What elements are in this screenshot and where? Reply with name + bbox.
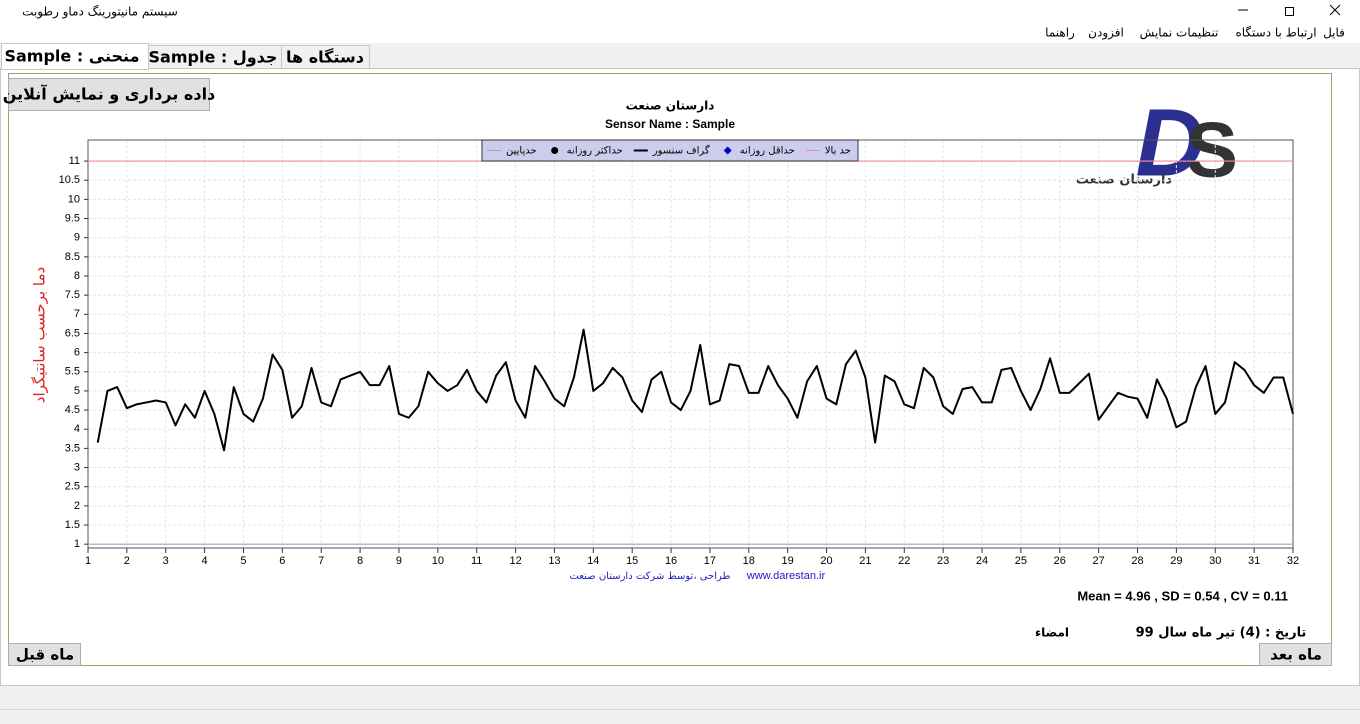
x-tick-label: 13 [548,555,560,567]
y-tick-label: 1.5 [65,519,80,531]
x-tick-label: 22 [898,555,910,567]
x-tick-label: 15 [626,555,638,567]
x-tick-label: 20 [820,555,832,567]
legend-marker [723,146,732,155]
previous-month-button[interactable] [8,643,81,666]
next-month-button[interactable] [1259,643,1332,666]
title-bar [0,0,1360,43]
next-month-label[interactable]: ماه بعد [1270,646,1322,664]
y-tick-label: 9 [74,232,80,244]
tab[interactable] [281,45,370,69]
tab-label[interactable]: دستگاه ها [286,48,364,67]
legend-label: حداکثر روزانه [567,146,623,157]
x-tick-label: 30 [1209,555,1221,567]
y-tick-label: 4.5 [65,404,80,416]
x-tick-label: 24 [976,555,988,567]
y-tick-label: 10 [68,193,80,205]
logo-letter: S [1186,106,1238,194]
x-tick-label: 5 [240,555,246,567]
tab-label[interactable]: منحنی : Sample [4,47,139,66]
sensor-line [96,328,1294,452]
y-tick-label: 5.5 [65,366,80,378]
menu-item[interactable]: ارتباط با دستگاه [1235,26,1316,41]
y-tick-label: 11 [69,155,80,167]
x-tick-label: 25 [1015,555,1027,567]
legend-label: حداقل روزانه [740,146,795,157]
x-tick-label: 21 [859,555,871,567]
y-tick-label: 7 [74,308,80,320]
y-tick-label: 4 [74,423,80,435]
tab-active[interactable] [1,43,149,70]
x-tick-label: 1 [85,555,91,567]
x-tick-label: 31 [1248,555,1260,567]
plot: 1 1.5 2 2.5 3 3.5 4 4.5 5 5.5 6 6.5 7 7.5 8 8.5 9 9.5 10 10… [59,139,1299,567]
statistics: Mean = 4.96 , SD = 0.54 , CV = 0.11 [1077,588,1288,603]
menu-item[interactable]: تنظیمات نمایش [1140,26,1219,41]
legend-label: حد بالا [825,146,851,157]
menu-item[interactable]: راهنما [1045,26,1075,41]
online-button[interactable] [8,78,210,111]
x-tick-label: 8 [357,555,363,567]
x-tick-label: 23 [937,555,949,567]
x-tick-label: 4 [202,555,208,567]
window-title: سیستم مانیتورینگ دماو رطوبت [22,5,178,20]
y-tick-label: 3.5 [65,442,80,454]
y-tick-label: 2 [74,500,80,512]
credit-url[interactable]: www.darestan.ir [746,570,826,582]
y-tick-label: 5 [74,385,80,397]
x-tick-label: 12 [509,555,521,567]
y-axis-label: دما برحسب سانتیگراد [31,267,49,403]
online-button-label[interactable]: داده برداری و نمایش آنلاین [3,84,216,104]
x-tick-label: 27 [1093,555,1105,567]
x-tick-label: 14 [587,555,599,567]
x-tick-label: 17 [704,555,716,567]
x-tick-label: 3 [163,555,169,567]
y-tick-label: 9.5 [65,212,80,224]
y-tick-label: 7.5 [65,289,80,301]
tab-label[interactable]: جدول : Sample [149,48,278,67]
date: تاریخ : (4) تیر ماه سال 99 [1136,626,1307,641]
x-tick-label: 9 [396,555,402,567]
x-tick-label: 7 [318,555,324,567]
logo-letter: D [1135,89,1204,196]
x-tick-label: 19 [782,555,794,567]
chart-subtitle: Sensor Name : Sample [605,117,735,131]
y-tick-label: 1 [74,538,80,550]
y-tick-label: 10.5 [59,174,80,186]
legend-label: حدپایین [506,146,537,157]
close[interactable] [1329,4,1341,16]
legend-marker [551,147,559,154]
x-tick-label: 28 [1131,555,1143,567]
credit-text: طراحی ،توسط شرکت دارستان صنعت [569,571,730,582]
x-tick-label: 11 [471,555,482,567]
y-tick-label: 2.5 [65,481,80,493]
y-tick-label: 3 [74,461,80,473]
x-tick-label: 2 [124,555,130,567]
previous-month-label[interactable]: ماه قبل [16,646,74,664]
legend-box [481,139,859,162]
menu-item[interactable]: افزودن [1088,26,1124,41]
x-tick-label: 29 [1170,555,1182,567]
signature: امضاء [1035,626,1069,640]
y-tick-label: 8 [74,270,80,282]
y-tick-label: 8.5 [65,251,80,263]
menu-item[interactable]: فایل [1323,26,1345,40]
y-tick-label: 6 [74,347,80,359]
x-tick-label: 6 [279,555,285,567]
x-tick-label: 16 [665,555,677,567]
x-tick-label: 18 [743,555,755,567]
restore[interactable] [1285,7,1294,16]
y-tick-label: 6.5 [65,327,80,339]
chart-title: دارستان صنعت [626,99,715,113]
x-tick-label: 32 [1287,555,1299,567]
legend-label: گراف سنسور [652,145,710,157]
chart-panel [8,73,1332,666]
x-tick-label: 10 [432,555,444,567]
x-tick-label: 26 [1054,555,1066,567]
